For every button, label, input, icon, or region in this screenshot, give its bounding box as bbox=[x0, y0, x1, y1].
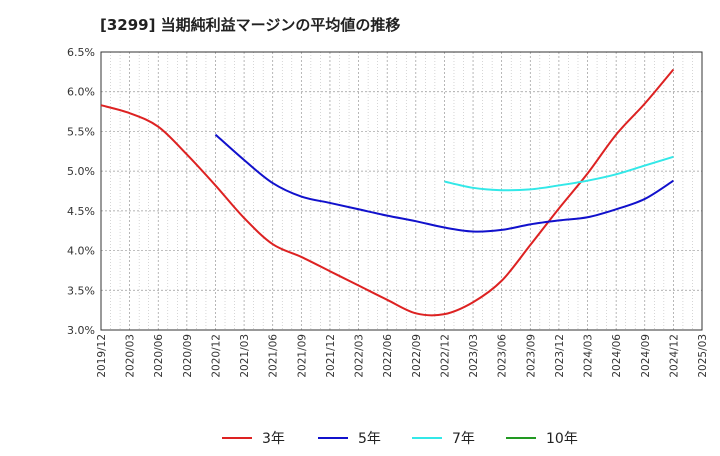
legend-label: 10年 bbox=[546, 428, 578, 448]
y-tick-label: 5.5% bbox=[67, 125, 95, 138]
x-tick-label: 2024/03 bbox=[583, 334, 595, 378]
grid-layer bbox=[101, 52, 702, 330]
y-tick-label: 4.5% bbox=[67, 205, 95, 218]
x-tick-label: 2023/09 bbox=[525, 334, 537, 378]
y-tick-label: 4.0% bbox=[67, 245, 95, 258]
x-tick-label: 2022/09 bbox=[411, 334, 423, 378]
legend-label: 7年 bbox=[452, 428, 475, 448]
x-tick-label: 2024/06 bbox=[611, 334, 623, 378]
x-tick-label: 2023/12 bbox=[554, 334, 566, 378]
legend-swatch bbox=[412, 437, 442, 439]
axis-layer: 3.0% 3.5% 4.0% 4.5% 5.0% 5.5% 6.0% 6.5% 2019/12 2… bbox=[67, 46, 709, 378]
x-tick-label: 2021/06 bbox=[268, 334, 280, 378]
x-tick-label: 2020/12 bbox=[210, 334, 222, 378]
legend-item: 3年 bbox=[222, 428, 285, 448]
x-tick-label: 2025/03 bbox=[697, 334, 709, 378]
legend-swatch bbox=[318, 437, 348, 439]
legend-label: 3年 bbox=[262, 428, 285, 448]
legend-label: 5年 bbox=[358, 428, 381, 448]
y-tick-label: 6.0% bbox=[67, 86, 95, 99]
y-tick-label: 6.5% bbox=[67, 46, 95, 59]
x-tick-label: 2024/09 bbox=[640, 334, 652, 378]
x-tick-label: 2020/06 bbox=[153, 334, 165, 378]
x-tick-label: 2023/03 bbox=[468, 334, 480, 378]
legend-item: 5年 bbox=[318, 428, 381, 448]
x-tick-label: 2021/09 bbox=[296, 334, 308, 378]
legend-item: 10年 bbox=[506, 428, 578, 448]
x-tick-label: 2022/03 bbox=[354, 334, 366, 378]
legend-swatch bbox=[222, 437, 252, 439]
x-tick-label: 2019/12 bbox=[96, 334, 108, 378]
y-tick-label: 3.5% bbox=[67, 284, 95, 297]
y-tick-label: 3.0% bbox=[67, 324, 95, 337]
legend-swatch bbox=[506, 437, 536, 439]
x-tick-label: 2020/03 bbox=[125, 334, 137, 378]
x-tick-label: 2023/06 bbox=[497, 334, 509, 378]
x-tick-label: 2020/09 bbox=[182, 334, 194, 378]
plot-border bbox=[101, 52, 702, 330]
x-tick-label: 2022/06 bbox=[382, 334, 394, 378]
y-tick-label: 5.0% bbox=[67, 165, 95, 178]
x-tick-label: 2024/12 bbox=[668, 334, 680, 378]
legend: 3年 5年 7年 10年 bbox=[0, 428, 720, 456]
x-tick-label: 2022/12 bbox=[439, 334, 451, 378]
x-tick-label: 2021/12 bbox=[325, 334, 337, 378]
legend-item: 7年 bbox=[412, 428, 475, 448]
chart-svg: 3.0% 3.5% 4.0% 4.5% 5.0% 5.5% 6.0% 6.5% 2019/12 2… bbox=[0, 0, 720, 440]
x-tick-label: 2021/03 bbox=[239, 334, 251, 378]
